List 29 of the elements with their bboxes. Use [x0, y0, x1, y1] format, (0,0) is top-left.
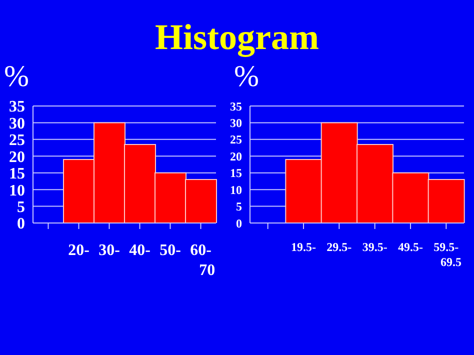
y-tick-label: 30: [9, 115, 25, 132]
y-tick-label: 25: [230, 132, 242, 147]
x-tick-label: 30-: [98, 242, 120, 259]
y-tick-label: 5: [17, 198, 25, 216]
x-tick-label: 39.5-: [362, 240, 388, 254]
y-axis-title: %: [4, 60, 29, 94]
y-tick-label: 0: [236, 216, 242, 230]
y-tick-label: 15: [9, 166, 25, 183]
y-tick-label: 25: [9, 132, 25, 150]
y-tick-label: 35: [230, 99, 242, 114]
y-tick-label: 10: [9, 182, 25, 200]
chart-title: Histogram: [154, 16, 320, 58]
y-tick-label: 5: [236, 200, 242, 214]
x-tick-label: 50-: [160, 242, 181, 259]
y-tick-label: 10: [230, 182, 242, 197]
y-tick-label: 0: [17, 216, 25, 233]
y-tick-label: 15: [230, 166, 242, 180]
x-tick-label: 49.5-: [398, 240, 423, 254]
y-tick-label: 30: [230, 116, 242, 130]
y-tick-label: 20: [230, 149, 242, 164]
y-axis-title: %: [234, 60, 259, 94]
x-tick-label: 40-: [129, 242, 150, 259]
x-tick-label: 19.5-: [291, 240, 316, 254]
x-tick-label: 60-70: [190, 242, 216, 279]
x-tick-label: 20-: [68, 242, 90, 259]
x-tick-label: 29.5-: [326, 240, 352, 254]
y-tick-label: 20: [9, 148, 25, 166]
y-tick-label: 35: [9, 98, 25, 116]
x-tick-label: 59.5-69.5: [434, 240, 462, 269]
